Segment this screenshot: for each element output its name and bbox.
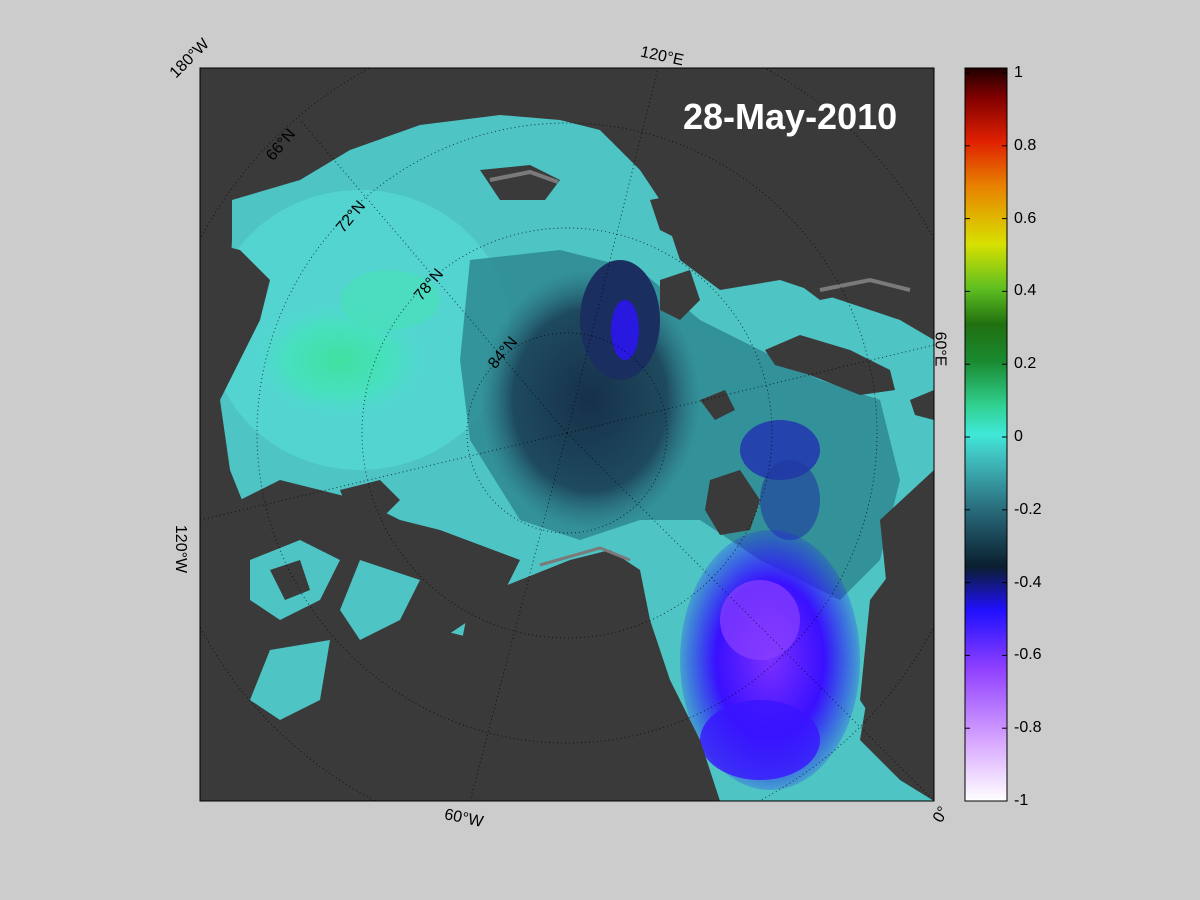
lon-label-120w: 120°W — [172, 524, 190, 574]
lon-label-60e: 60°E — [931, 331, 949, 367]
colorbar-ticks — [965, 72, 1007, 802]
colorbar-tick-label: -0.2 — [1014, 500, 1042, 518]
colorbar-tick-label: -0.4 — [1014, 573, 1042, 591]
colorbar-tick-label: -1 — [1014, 792, 1029, 809]
graticule — [200, 68, 934, 801]
colorbar-tick-label: 0.4 — [1014, 282, 1037, 300]
land-siberia — [590, 68, 934, 330]
colorbar-tick-label: 0.2 — [1014, 355, 1037, 373]
colorbar-tick-label: 0 — [1014, 428, 1023, 445]
land-alaska — [200, 68, 360, 150]
land-greenland — [460, 550, 720, 801]
colorbar-tick-label: -0.8 — [1014, 719, 1042, 737]
colorbar-tick-label: -0.6 — [1014, 646, 1042, 664]
colorbar-tick-label: 0.6 — [1014, 209, 1037, 227]
colorbar-tick-label: 1 — [1014, 64, 1023, 81]
map-area — [200, 68, 934, 801]
colorbar-tick-label: 0.8 — [1014, 136, 1037, 154]
map-date: 28-May-2010 — [683, 96, 898, 137]
colorbar — [964, 67, 1008, 802]
